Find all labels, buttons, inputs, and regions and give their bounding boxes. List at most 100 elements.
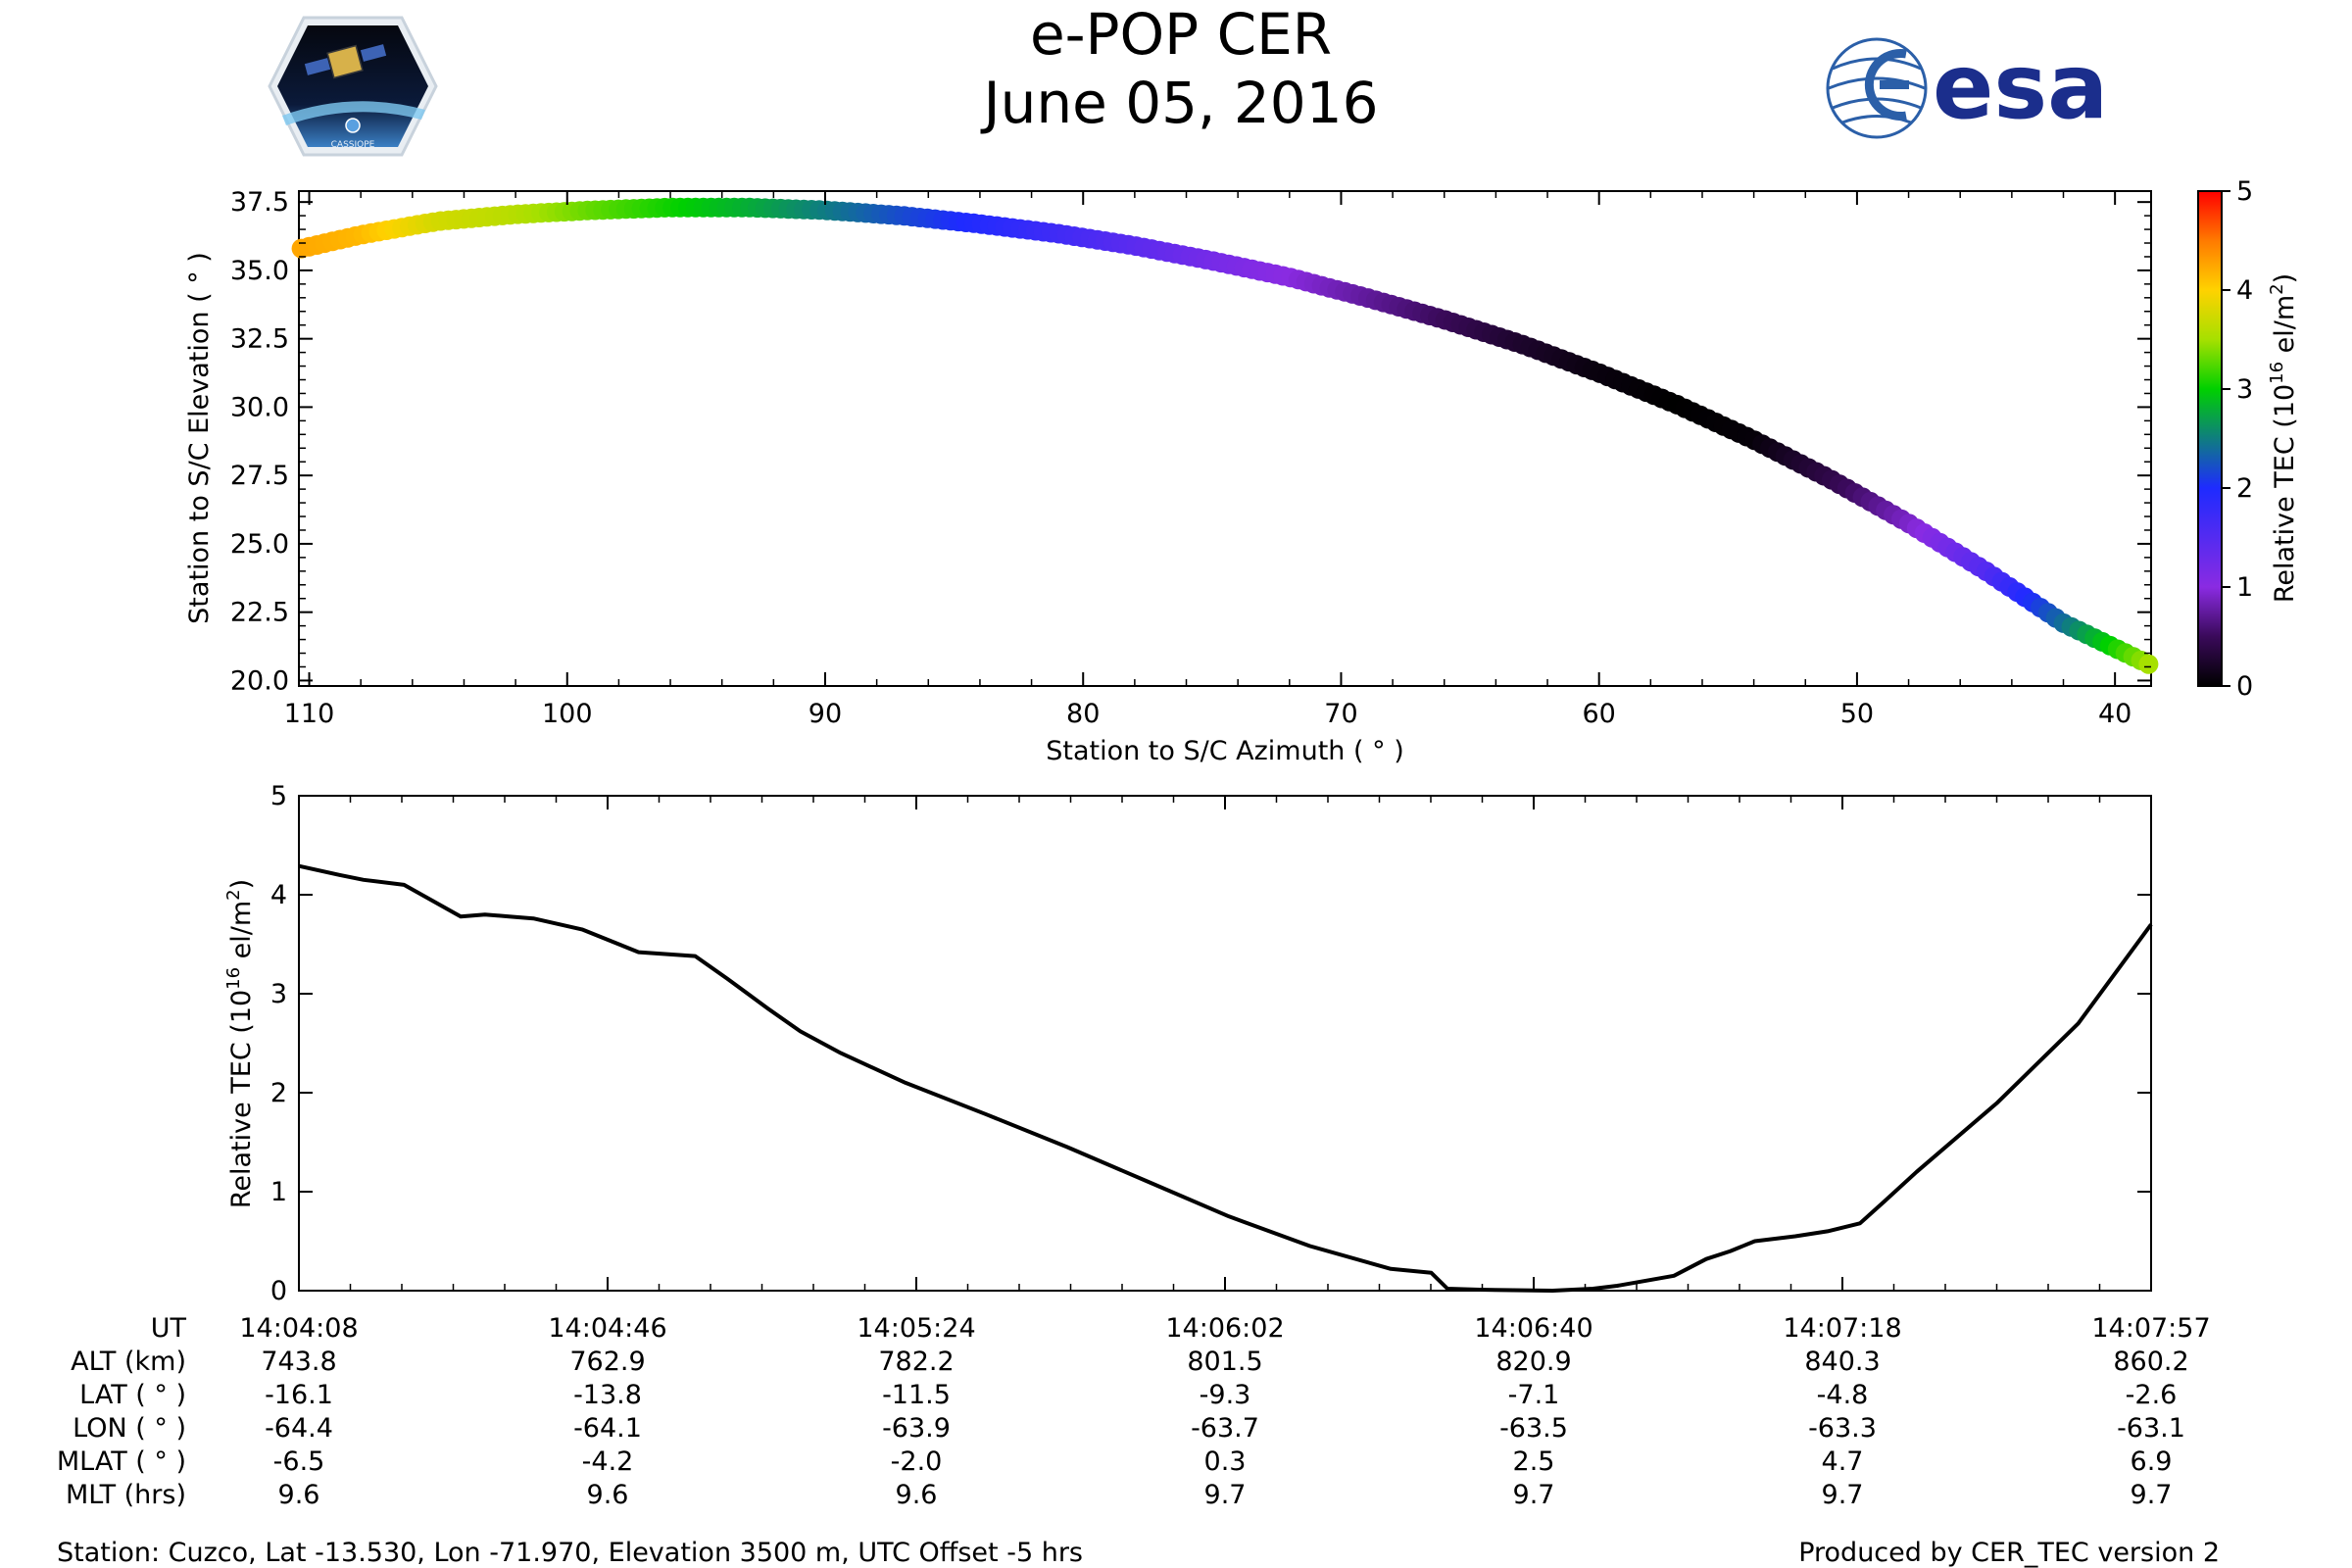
ephemeris-cell: 9.7 (1822, 1480, 1864, 1510)
ephemeris-cell: 743.8 (261, 1347, 336, 1377)
tec-series-line (298, 863, 2153, 1293)
ephemeris-cell: -4.8 (1817, 1380, 1869, 1410)
ephemeris-cell: 840.3 (1804, 1347, 1880, 1377)
ephemeris-cell: -63.1 (2117, 1413, 2185, 1444)
chart-title: e-POP CER (1030, 1, 1332, 68)
y-tick-label: 2 (270, 1078, 287, 1108)
station-info: Station: Cuzco, Lat -13.530, Lon -71.970… (57, 1538, 1083, 1568)
ephemeris-cell: -9.3 (1200, 1380, 1251, 1410)
ephemeris-cell: -11.5 (882, 1380, 951, 1410)
ephemeris-cell: -2.6 (2126, 1380, 2178, 1410)
ephemeris-row-label: MLAT ( ° ) (57, 1446, 186, 1477)
x-tick-label: 110 (284, 699, 335, 729)
ephemeris-cell: -63.9 (882, 1413, 951, 1444)
ephemeris-cell: 782.2 (878, 1347, 954, 1377)
scatter-panel (298, 190, 2152, 687)
ephemeris-cell: -4.2 (582, 1446, 634, 1477)
ephemeris-cell: -7.1 (1508, 1380, 1560, 1410)
ephemeris-row-label: ALT (km) (71, 1347, 186, 1377)
ephemeris-cell: 14:04:46 (548, 1313, 666, 1344)
ephemeris-cell: 762.9 (569, 1347, 645, 1377)
colorbar-label: Relative TEC (1016 el/m2) (2267, 273, 2300, 603)
ephemeris-cell: -63.5 (1499, 1413, 1568, 1444)
y-tick-label: 37.5 (230, 187, 289, 218)
ephemeris-cell: 9.6 (896, 1480, 938, 1510)
y-tick-label: 0 (270, 1276, 287, 1306)
ephemeris-cell: -63.3 (1808, 1413, 1877, 1444)
cassiope-caption: CASSIOPE (331, 140, 375, 150)
scatter-points (291, 197, 2159, 674)
ephemeris-cell: 0.3 (1204, 1446, 1247, 1477)
ephemeris-cell: 9.6 (587, 1480, 629, 1510)
ephemeris-cell: 801.5 (1187, 1347, 1262, 1377)
tec-ylabel: Relative TEC (1016 el/m2) (223, 879, 257, 1208)
satellite-icon (304, 44, 387, 79)
ephemeris-cell: -13.8 (573, 1380, 642, 1410)
colorbar-tick-label: 4 (2236, 275, 2253, 306)
ephemeris-cell: -16.1 (265, 1380, 333, 1410)
x-tick-label: 60 (1583, 699, 1616, 729)
scatter-xlabel: Station to S/C Azimuth ( ° ) (1046, 736, 1404, 766)
y-tick-label: 3 (270, 979, 287, 1009)
y-tick-label: 32.5 (230, 324, 289, 355)
ephemeris-cell: 14:07:18 (1783, 1313, 1901, 1344)
ephemeris-cell: 820.9 (1495, 1347, 1571, 1377)
y-tick-label: 4 (270, 880, 287, 910)
y-tick-label: 27.5 (230, 461, 289, 491)
ephemeris-row-label: LON ( ° ) (73, 1413, 186, 1444)
x-tick-label: 70 (1324, 699, 1357, 729)
ephemeris-cell: 9.6 (278, 1480, 320, 1510)
y-tick-label: 20.0 (230, 665, 289, 696)
produced-by: Produced by CER_TEC version 2 (1798, 1538, 2220, 1568)
colorbar-tick-label: 2 (2236, 473, 2253, 504)
ephemeris-cell: 2.5 (1513, 1446, 1555, 1477)
tec-line-panel (298, 795, 2152, 1292)
colorbar-tick-label: 5 (2236, 176, 2253, 207)
ephemeris-cell: 9.7 (1513, 1480, 1555, 1510)
y-tick-label: 25.0 (230, 529, 289, 560)
colorbar-tick-label: 3 (2236, 374, 2253, 405)
chart-date: June 05, 2016 (980, 70, 1378, 136)
ephemeris-row-label: MLT (hrs) (66, 1480, 186, 1510)
ephemeris-cell: 14:06:40 (1474, 1313, 1592, 1344)
colorbar-tick-label: 1 (2236, 572, 2253, 603)
y-tick-label: 1 (270, 1177, 287, 1207)
ephemeris-cell: -63.7 (1191, 1413, 1259, 1444)
ephemeris-cell: 14:05:24 (857, 1313, 975, 1344)
esa-globe-icon (1826, 37, 1928, 139)
y-tick-label: 5 (270, 781, 287, 811)
ephemeris-cell: -2.0 (891, 1446, 943, 1477)
y-tick-label: 22.5 (230, 598, 289, 628)
scatter-axes: 110 100 90 80 70 60 50 40 20.0 22.5 25.0 27.5 30.0 32… (230, 187, 2151, 729)
ephemeris-cell: 14:06:02 (1165, 1313, 1284, 1344)
x-tick-label: 40 (2098, 699, 2132, 729)
x-tick-label: 80 (1066, 699, 1100, 729)
colorbar-ticks: 0 1 2 3 4 5 (2222, 176, 2253, 702)
esa-logo: esa (1826, 34, 2108, 139)
ephemeris-cell: 4.7 (1822, 1446, 1864, 1477)
scatter-ylabel: Station to S/C Elevation ( ° ) (184, 252, 215, 624)
scatter-point (2138, 654, 2159, 674)
ephemeris-cell: 6.9 (2131, 1446, 2173, 1477)
cassiope-logo: CASSIOPE (268, 16, 438, 157)
colorbar: 0 1 2 3 4 5 Relative TEC (1016 el/m2) (2197, 176, 2300, 702)
tec-line-axes: 0 1 2 3 4 5 (270, 781, 2152, 1306)
ephemeris-row-label: UT (151, 1313, 187, 1344)
colorbar-tick-label: 0 (2236, 671, 2253, 702)
ephemeris-cell: 9.7 (2131, 1480, 2173, 1510)
x-tick-label: 90 (808, 699, 842, 729)
esa-wordmark: esa (1933, 34, 2108, 139)
x-tick-label: 50 (1840, 699, 1874, 729)
x-tick-label: 100 (542, 699, 593, 729)
ephemeris-cell: 14:04:08 (239, 1313, 358, 1344)
ephemeris-cell: 14:07:57 (2091, 1313, 2210, 1344)
ephemeris-row-label: LAT ( ° ) (79, 1380, 186, 1410)
ephemeris-cell: -64.4 (265, 1413, 333, 1444)
ephemeris-cell: 860.2 (2113, 1347, 2188, 1377)
y-tick-label: 35.0 (230, 256, 289, 286)
ephemeris-cell: -64.1 (573, 1413, 642, 1444)
ephemeris-cell: 9.7 (1204, 1480, 1247, 1510)
ephemeris-cell: -6.5 (273, 1446, 325, 1477)
